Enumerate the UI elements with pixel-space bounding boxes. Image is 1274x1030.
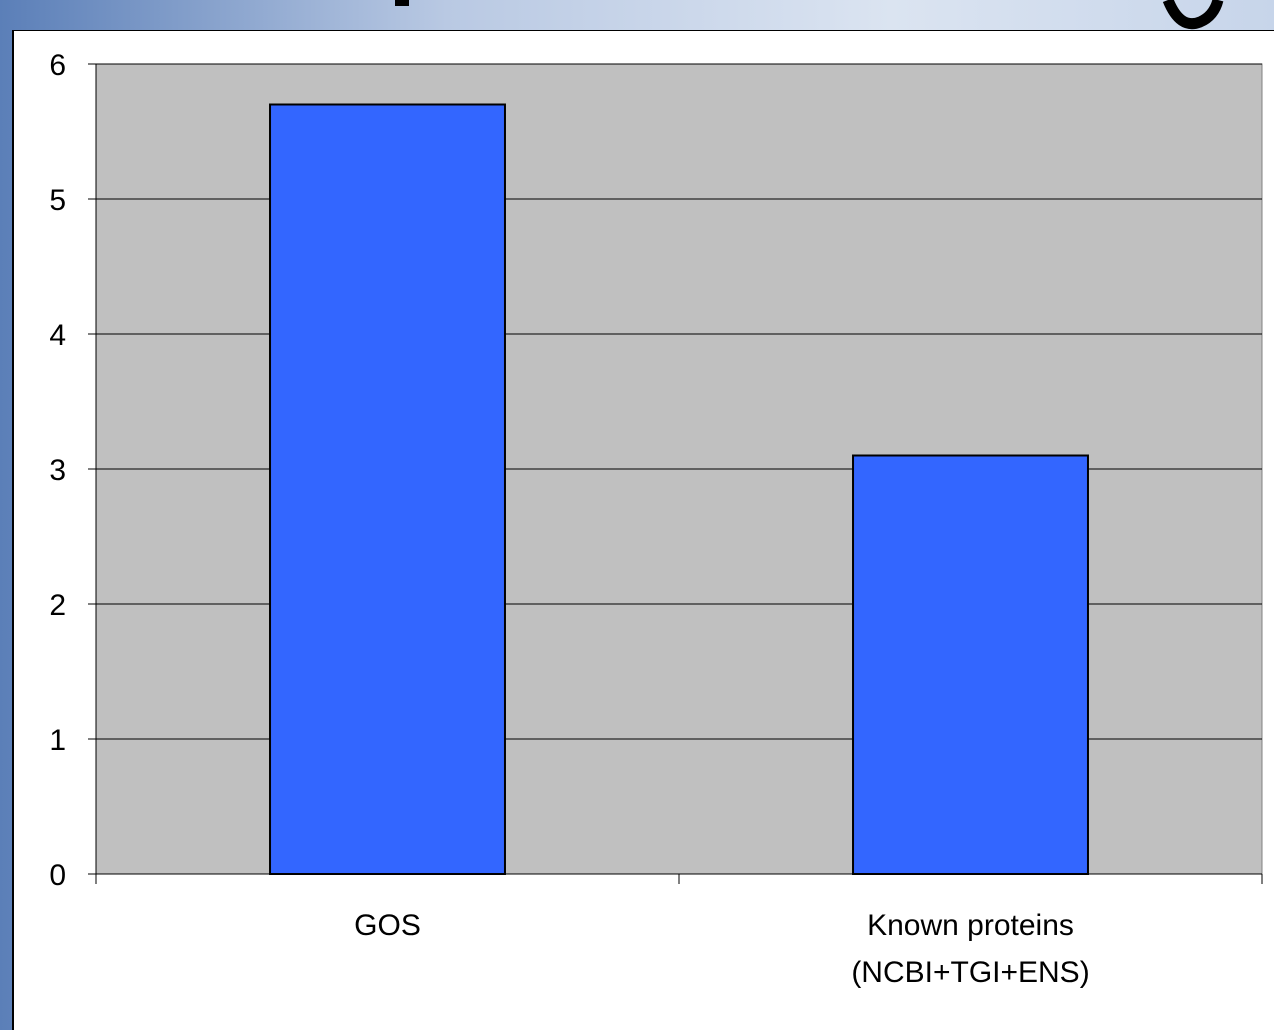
y-tick-label: 3 — [49, 454, 66, 487]
bar-known-proteins — [853, 456, 1088, 875]
y-tick-label: 0 — [49, 859, 66, 892]
x-category-label: (NCBI+TGI+ENS) — [851, 956, 1089, 989]
y-tick-label: 2 — [49, 589, 66, 622]
y-tick-label: 1 — [49, 724, 66, 757]
x-category-label: GOS — [354, 909, 421, 942]
y-tick-label: 4 — [49, 319, 66, 352]
bar-gos — [270, 105, 505, 875]
y-tick-label: 5 — [49, 184, 66, 217]
x-category-label: Known proteins — [867, 909, 1074, 942]
y-tick-label: 6 — [49, 49, 66, 82]
